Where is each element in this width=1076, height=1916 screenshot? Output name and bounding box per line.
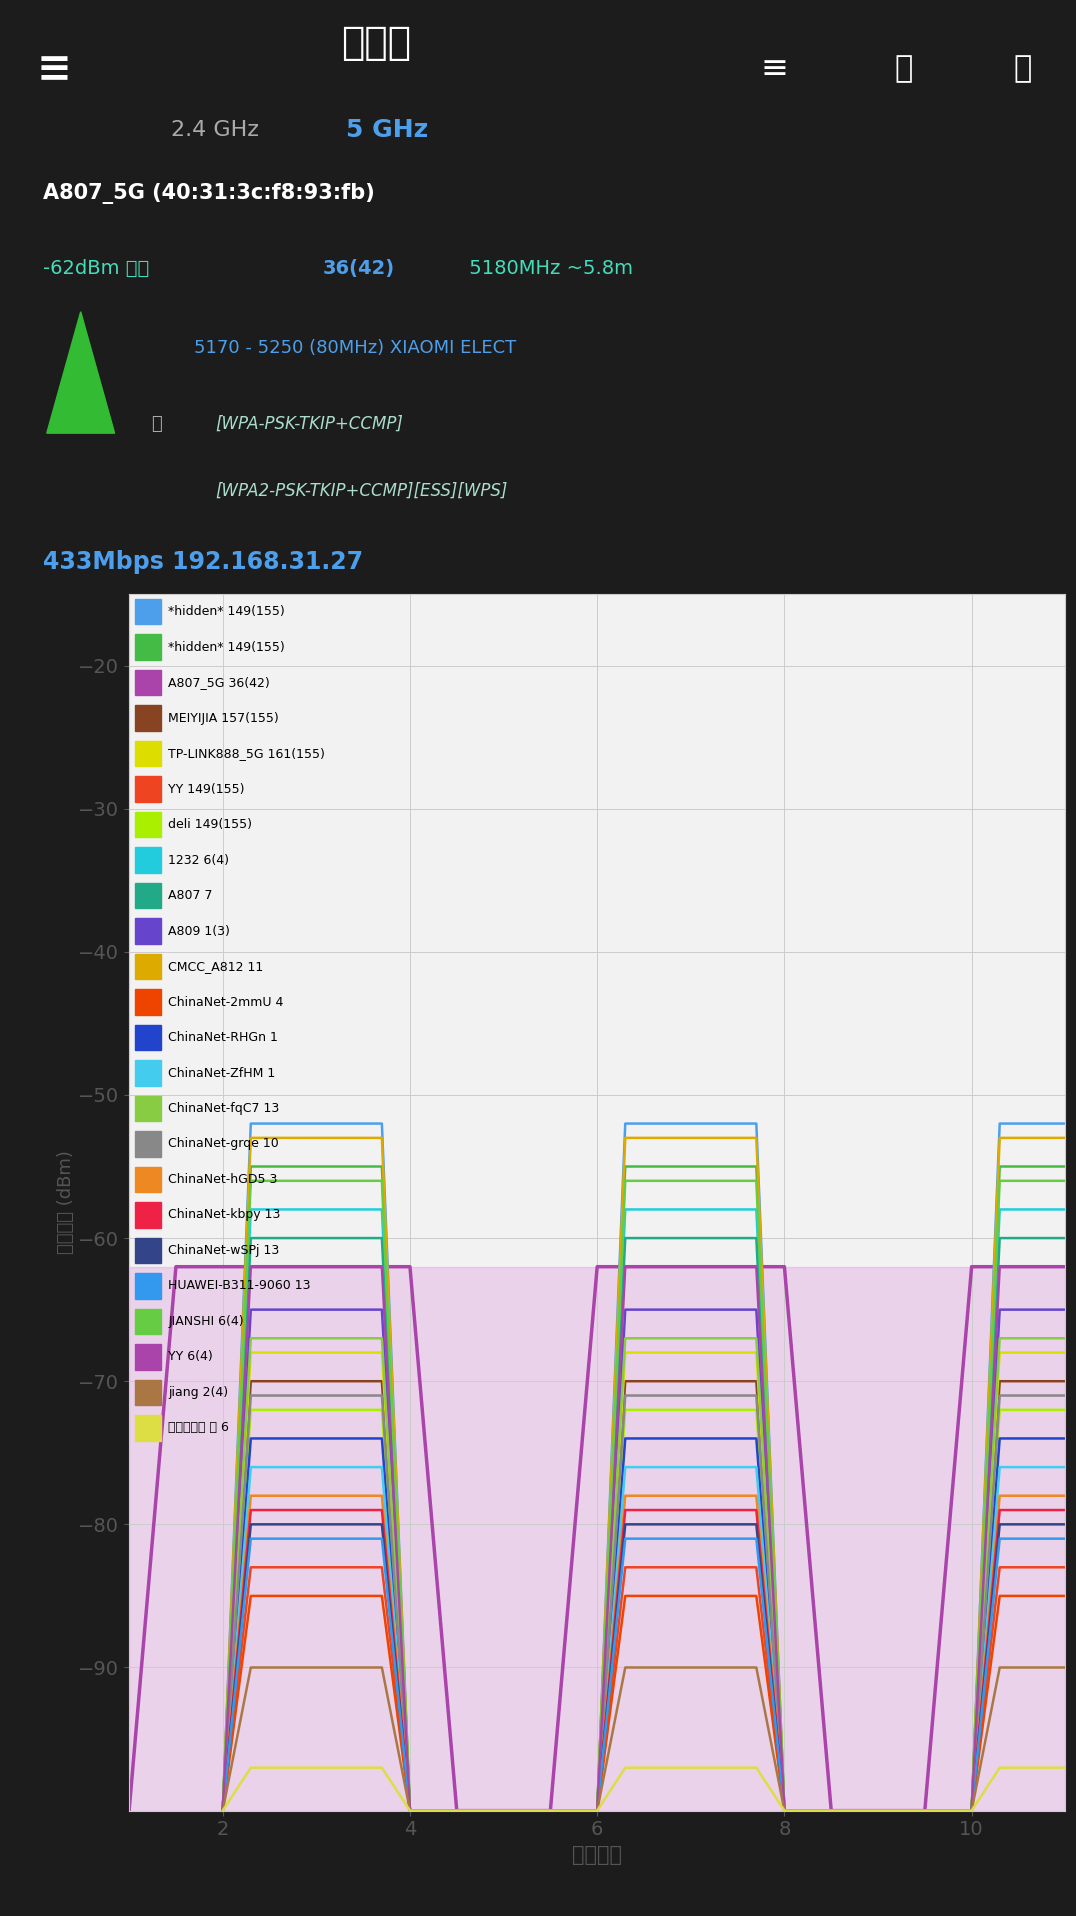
Bar <box>134 634 160 659</box>
Text: 5 GHz: 5 GHz <box>346 119 428 142</box>
Bar <box>134 1130 160 1157</box>
Bar <box>134 1060 160 1086</box>
Text: ⟋: ⟋ <box>1014 54 1031 84</box>
Text: jiang 2(4): jiang 2(4) <box>169 1385 228 1399</box>
Text: CMCC_A812 11: CMCC_A812 11 <box>169 960 264 973</box>
Text: 🔒: 🔒 <box>151 414 161 433</box>
Text: *hidden* 149(155): *hidden* 149(155) <box>169 640 285 653</box>
Text: 时间图: 时间图 <box>341 23 412 61</box>
Bar <box>134 989 160 1015</box>
Bar <box>134 1201 160 1228</box>
Text: HUAWEI-B311-9060 13: HUAWEI-B311-9060 13 <box>169 1280 311 1293</box>
Text: A809 1(3): A809 1(3) <box>169 925 230 937</box>
Text: A807 7: A807 7 <box>169 889 213 902</box>
Bar <box>134 1380 160 1404</box>
Bar <box>134 1309 160 1334</box>
Bar <box>134 1238 160 1263</box>
Text: 2.4 GHz: 2.4 GHz <box>171 121 259 140</box>
Text: MEIYIJIA 157(155): MEIYIJIA 157(155) <box>169 711 279 724</box>
Text: [WPA2-PSK-TKIP+CCMP][ESS][WPS]: [WPA2-PSK-TKIP+CCMP][ESS][WPS] <box>215 483 508 500</box>
Bar <box>134 741 160 766</box>
Text: -62dBm 信道: -62dBm 信道 <box>43 259 156 278</box>
Text: ChinaNet-2mmU 4: ChinaNet-2mmU 4 <box>169 996 284 1008</box>
X-axis label: 扫描次数: 扫描次数 <box>572 1845 622 1864</box>
Bar <box>134 954 160 979</box>
Text: 5180MHz ~5.8m: 5180MHz ~5.8m <box>463 259 633 278</box>
Text: 36(42): 36(42) <box>323 259 395 278</box>
Bar <box>134 776 160 803</box>
Bar <box>134 1272 160 1299</box>
Bar <box>134 1416 160 1441</box>
Bar <box>134 671 160 696</box>
Text: ChinaNet-kbpy 13: ChinaNet-kbpy 13 <box>169 1209 281 1222</box>
Text: ChinaNet-wSPj 13: ChinaNet-wSPj 13 <box>169 1243 280 1257</box>
Bar <box>134 1025 160 1050</box>
Text: 1232 6(4): 1232 6(4) <box>169 855 229 866</box>
Bar <box>134 918 160 945</box>
Bar <box>134 1345 160 1370</box>
Text: A807_5G 36(42): A807_5G 36(42) <box>169 676 270 690</box>
Text: A807_5G (40:31:3c:f8:93:fb): A807_5G (40:31:3c:f8:93:fb) <box>43 182 374 203</box>
Bar <box>134 847 160 874</box>
Text: *hidden* 149(155): *hidden* 149(155) <box>169 605 285 619</box>
Text: ≡: ≡ <box>761 52 789 86</box>
Bar <box>134 812 160 837</box>
Text: 火锅和啊酒 🌙 6: 火锅和啊酒 🌙 6 <box>169 1422 229 1435</box>
Text: [WPA-PSK-TKIP+CCMP]: [WPA-PSK-TKIP+CCMP] <box>215 414 404 433</box>
Y-axis label: 信号强度 (dBm): 信号强度 (dBm) <box>57 1150 75 1255</box>
Text: JIANSHI 6(4): JIANSHI 6(4) <box>169 1314 244 1328</box>
Text: ≡: ≡ <box>37 48 71 90</box>
Text: YY 149(155): YY 149(155) <box>169 782 245 795</box>
Text: ⏸: ⏸ <box>895 54 912 84</box>
Text: deli 149(155): deli 149(155) <box>169 818 253 832</box>
Bar <box>134 1096 160 1121</box>
Bar <box>134 883 160 908</box>
Polygon shape <box>47 312 114 433</box>
Bar <box>134 705 160 730</box>
Text: ChinaNet-fqC7 13: ChinaNet-fqC7 13 <box>169 1102 280 1115</box>
Text: TP-LINK888_5G 161(155): TP-LINK888_5G 161(155) <box>169 747 325 761</box>
Text: ChinaNet-grqe 10: ChinaNet-grqe 10 <box>169 1138 279 1150</box>
Text: 5170 - 5250 (80MHz) XIAOMI ELECT: 5170 - 5250 (80MHz) XIAOMI ELECT <box>194 339 515 356</box>
Text: ChinaNet-ZfHM 1: ChinaNet-ZfHM 1 <box>169 1067 275 1079</box>
Text: ChinaNet-hGD5 3: ChinaNet-hGD5 3 <box>169 1173 278 1186</box>
Bar <box>134 1167 160 1192</box>
Text: ChinaNet-RHGn 1: ChinaNet-RHGn 1 <box>169 1031 279 1044</box>
Bar <box>134 600 160 625</box>
Text: 433Mbps 192.168.31.27: 433Mbps 192.168.31.27 <box>43 550 364 573</box>
Text: YY 6(4): YY 6(4) <box>169 1351 213 1364</box>
